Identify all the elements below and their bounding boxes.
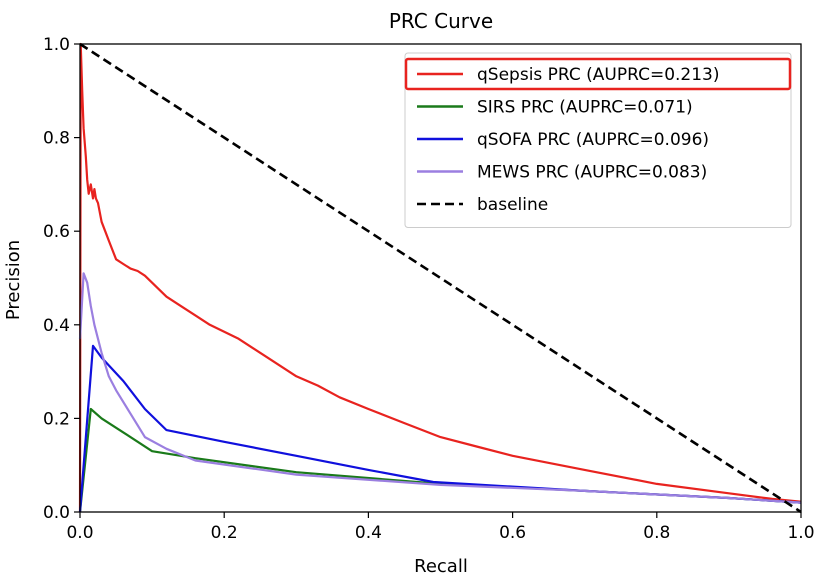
series-line-2 — [78, 344, 802, 513]
y-axis-ticks: 0.0 0.2 0.4 0.6 0.8 1.0 — [43, 35, 80, 523]
x-tick-label: 0.4 — [355, 523, 382, 543]
series-line-3 — [78, 272, 802, 504]
y-tick-label: 0.6 — [43, 222, 70, 242]
y-tick-label: 0.4 — [43, 316, 70, 336]
legend-highlight-box — [404, 57, 792, 91]
x-axis-ticks: 0.0 0.2 0.4 0.6 0.8 1.0 — [66, 512, 815, 543]
legend-label-0: qSepsis PRC (AUPRC=0.213) — [477, 65, 720, 85]
legend-label-2: qSOFA PRC (AUPRC=0.096) — [477, 130, 709, 150]
x-tick-label: 1.0 — [787, 523, 814, 543]
legend-label-3: MEWS PRC (AUPRC=0.083) — [477, 163, 707, 183]
y-tick-label: 0.8 — [43, 129, 70, 149]
x-axis-label: Recall — [414, 556, 468, 577]
legend-label-4: baseline — [477, 195, 548, 215]
legend: qSepsis PRC (AUPRC=0.213) SIRS PRC (AUPRC… — [404, 52, 792, 228]
x-tick-label: 0.6 — [499, 523, 526, 543]
y-axis-label: Precision — [3, 240, 24, 320]
x-tick-label: 0.2 — [211, 523, 238, 543]
chart-title: PRC Curve — [389, 9, 493, 33]
plot-frame — [79, 43, 802, 513]
legend-label-1: SIRS PRC (AUPRC=0.071) — [477, 98, 693, 118]
x-tick-label: 0.8 — [643, 523, 670, 543]
y-tick-label: 0.2 — [43, 409, 70, 429]
legend-box — [404, 52, 792, 228]
y-tick-label: 1.0 — [43, 35, 70, 55]
plot-area — [78, 42, 802, 514]
y-tick-label: 0.0 — [43, 503, 70, 523]
series-line-4 — [79, 42, 802, 514]
series-line-0 — [78, 42, 802, 513]
x-tick-label: 0.0 — [66, 523, 93, 543]
